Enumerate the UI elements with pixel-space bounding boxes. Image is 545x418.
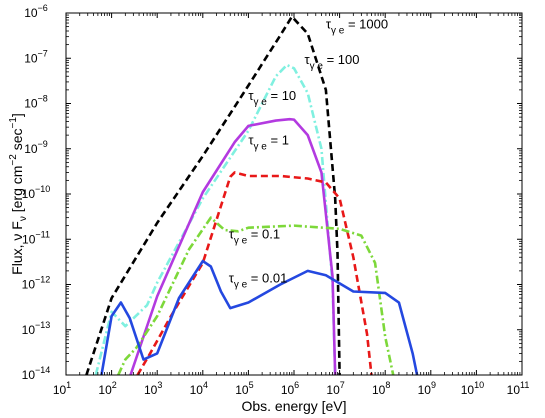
series-label-5: τγ e = 0.01 [229, 271, 288, 291]
x-tick-label: 107 [326, 380, 344, 397]
y-axis-label-unit-mid: sec [9, 128, 25, 154]
x-tick-label: 106 [281, 380, 299, 397]
y-tick-label: 10−13 [22, 320, 51, 337]
plot-background [66, 13, 522, 375]
series-line-1 [94, 63, 337, 375]
series-label-3: τγ e = 1 [248, 132, 289, 152]
series-line-4 [117, 216, 395, 375]
y-tick-label: 10−8 [24, 94, 48, 111]
x-tick-label: 102 [98, 380, 116, 397]
y-tick-label: 10−9 [24, 139, 48, 156]
series-layer [85, 15, 419, 375]
y-tick-label: 10−7 [24, 48, 48, 65]
series-labels: τγ e = 1000 τγ e = 100 τγ e = 10 τγ e = 1 τγ… [229, 16, 388, 290]
x-axis-label: Obs. energy [eV] [241, 398, 346, 414]
y-axis-label-exp2: −1 [8, 117, 19, 129]
series-line-2 [129, 117, 337, 375]
y-axis-label: Flux, ν Fν [erg cm−2 sec−1] [8, 113, 29, 275]
y-axis-label-exp1: −2 [8, 154, 19, 166]
y-tick-label: 10−12 [22, 275, 51, 292]
x-tick-label: 105 [235, 380, 253, 397]
y-axis-label-unit-open: [erg cm [9, 166, 25, 217]
series-label-2: τγ e = 10 [248, 88, 296, 108]
y-tick-label: 10−6 [24, 3, 48, 20]
series-label-4: τγ e = 0.1 [229, 226, 280, 246]
x-tick-label: 1010 [461, 380, 484, 397]
plot-frame [65, 12, 523, 376]
series-line-5 [100, 259, 419, 375]
x-tick-label: 103 [144, 380, 162, 397]
y-axis-label-prefix: Flux, ν F [9, 221, 25, 275]
y-tick-label: 10−11 [22, 229, 50, 246]
y-tick-label: 10−10 [22, 184, 51, 201]
x-tick-label: 1011 [507, 380, 530, 397]
y-axis-label-unit-close: ] [9, 113, 25, 117]
y-tick-label: 10−14 [22, 365, 51, 382]
x-tick-label: 104 [190, 380, 208, 397]
x-tick-label: 101 [53, 380, 71, 397]
series-line-0 [85, 15, 341, 375]
series-label-1: τγ e = 100 [305, 52, 360, 72]
x-tick-label: 109 [418, 380, 436, 397]
x-tick-label: 108 [372, 380, 390, 397]
y-axis-label-sub: ν [18, 216, 29, 221]
series-label-0: τγ e = 1000 [326, 16, 388, 36]
